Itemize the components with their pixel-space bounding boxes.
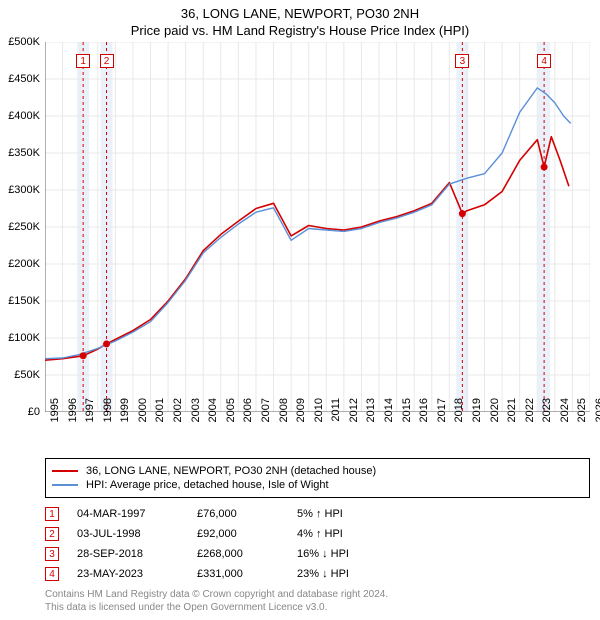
transaction-marker: 2 xyxy=(45,527,59,541)
legend-item: 36, LONG LANE, NEWPORT, PO30 2NH (detach… xyxy=(52,465,583,477)
x-tick-label: 2014 xyxy=(383,398,395,438)
x-tick-label: 2008 xyxy=(278,398,290,438)
legend-swatch xyxy=(52,470,78,472)
y-tick-label: £0 xyxy=(0,406,40,418)
y-tick-label: £200K xyxy=(0,258,40,270)
title-sub: Price paid vs. HM Land Registry's House … xyxy=(0,23,600,38)
transaction-price: £76,000 xyxy=(197,508,297,520)
y-tick-label: £50K xyxy=(0,369,40,381)
x-tick-label: 2004 xyxy=(207,398,219,438)
footer-line2: This data is licensed under the Open Gov… xyxy=(45,601,590,614)
x-tick-label: 2025 xyxy=(576,398,588,438)
legend-label: HPI: Average price, detached house, Isle… xyxy=(86,479,329,491)
x-tick-label: 1998 xyxy=(102,398,114,438)
guide-marker: 3 xyxy=(455,54,469,68)
footer-line1: Contains HM Land Registry data © Crown c… xyxy=(45,588,590,601)
transaction-price: £92,000 xyxy=(197,528,297,540)
x-tick-label: 2021 xyxy=(506,398,518,438)
transaction-diff: 23% ↓ HPI xyxy=(297,568,417,580)
x-tick-label: 2007 xyxy=(260,398,272,438)
x-tick-label: 2022 xyxy=(524,398,536,438)
transaction-marker: 4 xyxy=(45,567,59,581)
x-tick-label: 1999 xyxy=(119,398,131,438)
title-block: 36, LONG LANE, NEWPORT, PO30 2NH Price p… xyxy=(0,0,600,42)
x-tick-label: 2016 xyxy=(418,398,430,438)
x-tick-label: 1995 xyxy=(49,398,61,438)
chart: £0£50K£100K£150K£200K£250K£300K£350K£400… xyxy=(45,42,590,412)
x-tick-label: 2002 xyxy=(172,398,184,438)
transaction-row: 3 28-SEP-2018£268,00016% ↓ HPI xyxy=(45,544,590,564)
x-tick-label: 1997 xyxy=(84,398,96,438)
y-tick-label: £500K xyxy=(0,36,40,48)
legend-item: HPI: Average price, detached house, Isle… xyxy=(52,479,583,491)
x-tick-label: 2017 xyxy=(436,398,448,438)
x-tick-label: 2009 xyxy=(295,398,307,438)
x-tick-label: 2006 xyxy=(242,398,254,438)
x-tick-label: 2013 xyxy=(365,398,377,438)
transaction-diff: 5% ↑ HPI xyxy=(297,508,417,520)
guide-marker: 2 xyxy=(100,54,114,68)
footer: Contains HM Land Registry data © Crown c… xyxy=(45,588,590,614)
x-tick-label: 2015 xyxy=(401,398,413,438)
transaction-diff: 4% ↑ HPI xyxy=(297,528,417,540)
transaction-marker: 1 xyxy=(45,507,59,521)
x-tick-label: 2005 xyxy=(225,398,237,438)
y-tick-label: £150K xyxy=(0,295,40,307)
x-tick-label: 2018 xyxy=(453,398,465,438)
legend-swatch xyxy=(52,484,78,486)
x-tick-label: 2000 xyxy=(137,398,149,438)
y-tick-label: £450K xyxy=(0,73,40,85)
transaction-row: 4 23-MAY-2023£331,00023% ↓ HPI xyxy=(45,564,590,584)
x-tick-label: 2012 xyxy=(348,398,360,438)
x-tick-label: 2019 xyxy=(471,398,483,438)
transaction-row: 1 04-MAR-1997£76,0005% ↑ HPI xyxy=(45,504,590,524)
transaction-date: 28-SEP-2018 xyxy=(77,548,197,560)
x-tick-label: 2020 xyxy=(489,398,501,438)
x-tick-label: 2001 xyxy=(154,398,166,438)
transaction-price: £331,000 xyxy=(197,568,297,580)
x-tick-label: 2023 xyxy=(541,398,553,438)
x-tick-label: 2003 xyxy=(190,398,202,438)
transaction-diff: 16% ↓ HPI xyxy=(297,548,417,560)
transaction-row: 2 03-JUL-1998£92,0004% ↑ HPI xyxy=(45,524,590,544)
x-tick-label: 2011 xyxy=(330,398,342,438)
x-tick-label: 2026 xyxy=(594,398,600,438)
guide-marker: 4 xyxy=(537,54,551,68)
y-tick-label: £350K xyxy=(0,147,40,159)
transaction-price: £268,000 xyxy=(197,548,297,560)
transaction-date: 23-MAY-2023 xyxy=(77,568,197,580)
legend-label: 36, LONG LANE, NEWPORT, PO30 2NH (detach… xyxy=(86,465,376,477)
legend: 36, LONG LANE, NEWPORT, PO30 2NH (detach… xyxy=(45,458,590,498)
y-tick-label: £250K xyxy=(0,221,40,233)
transactions-table: 104-MAR-1997£76,0005% ↑ HPI203-JUL-1998£… xyxy=(45,504,590,584)
transaction-marker: 3 xyxy=(45,547,59,561)
guide-marker: 1 xyxy=(76,54,90,68)
x-tick-label: 1996 xyxy=(67,398,79,438)
transaction-date: 03-JUL-1998 xyxy=(77,528,197,540)
y-tick-label: £400K xyxy=(0,110,40,122)
y-tick-label: £300K xyxy=(0,184,40,196)
transaction-date: 04-MAR-1997 xyxy=(77,508,197,520)
title-main: 36, LONG LANE, NEWPORT, PO30 2NH xyxy=(0,6,600,21)
x-tick-label: 2024 xyxy=(559,398,571,438)
y-tick-label: £100K xyxy=(0,332,40,344)
x-tick-label: 2010 xyxy=(313,398,325,438)
